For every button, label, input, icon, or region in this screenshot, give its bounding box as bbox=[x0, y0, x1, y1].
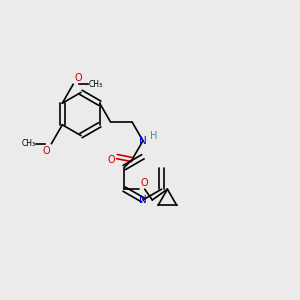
Text: CH₃: CH₃ bbox=[21, 139, 35, 148]
Text: O: O bbox=[108, 154, 116, 165]
Text: N: N bbox=[139, 195, 147, 205]
Text: CH₃: CH₃ bbox=[89, 80, 103, 89]
Text: O: O bbox=[140, 178, 148, 188]
Text: H: H bbox=[150, 131, 158, 141]
Text: O: O bbox=[42, 146, 50, 156]
Text: N: N bbox=[139, 136, 147, 146]
Text: O: O bbox=[75, 73, 82, 83]
